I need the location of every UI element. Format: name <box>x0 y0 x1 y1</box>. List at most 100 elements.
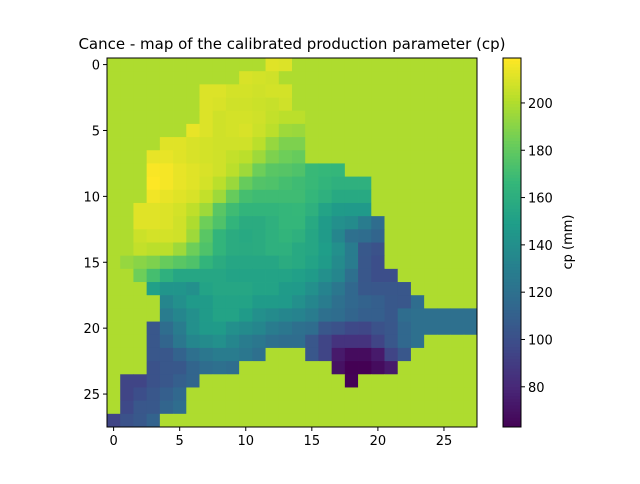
colorbar-segment <box>503 190 521 194</box>
heatmap-cell <box>146 361 161 375</box>
heatmap-cell <box>225 229 240 243</box>
heatmap-cell <box>133 308 148 322</box>
colorbar-segment <box>503 365 521 370</box>
heatmap-cell <box>199 334 214 349</box>
colorbar-segment <box>503 181 521 185</box>
colorbar-segment <box>503 353 521 357</box>
x-tick-label: 0 <box>109 434 117 449</box>
heatmap-cell <box>225 84 240 98</box>
colorbar-segment <box>503 307 521 311</box>
heatmap-cell <box>331 123 346 138</box>
colorbar-segment <box>503 131 521 136</box>
colorbar-segment <box>503 322 521 327</box>
heatmap-cell <box>305 229 319 243</box>
heatmap-cell <box>437 229 451 243</box>
heatmap-cell <box>252 202 266 217</box>
heatmap-cell <box>186 242 200 257</box>
heatmap-cell <box>107 71 121 85</box>
heatmap-cell <box>292 163 306 178</box>
heatmap-cell <box>318 163 333 178</box>
colorbar-segment <box>503 393 521 397</box>
heatmap-cell <box>410 308 425 322</box>
colorbar-segment <box>503 328 521 333</box>
heatmap-cell <box>292 150 306 164</box>
colorbar-segment <box>503 217 521 222</box>
heatmap-cell <box>305 400 319 415</box>
heatmap-cell <box>252 413 266 428</box>
heatmap-cell <box>371 400 385 415</box>
heatmap-cell <box>424 202 438 217</box>
heatmap-cell <box>186 71 200 85</box>
colorbar-segment <box>503 91 521 96</box>
heatmap-cell <box>463 255 478 270</box>
heatmap-cell <box>173 400 187 415</box>
colorbar-segment <box>503 368 521 373</box>
heatmap-cell <box>318 189 333 204</box>
heatmap-cell <box>225 150 240 164</box>
heatmap-cell <box>331 137 346 151</box>
heatmap-cell <box>107 150 121 164</box>
heatmap-cell <box>344 413 359 428</box>
colorbar-segment <box>503 141 521 145</box>
heatmap-cell <box>199 400 214 415</box>
heatmap-cell <box>305 347 319 362</box>
heatmap-cell <box>450 110 465 125</box>
heatmap-cell <box>120 242 134 257</box>
heatmap-cell <box>146 189 161 204</box>
heatmap-cell <box>397 400 412 415</box>
heatmap-cell <box>318 84 333 98</box>
heatmap-cell <box>397 242 412 257</box>
heatmap-cell <box>159 374 174 388</box>
heatmap-cell <box>410 255 425 270</box>
heatmap-cell <box>120 308 134 322</box>
colorbar-segment <box>503 144 521 148</box>
heatmap-cell <box>384 282 399 296</box>
heatmap-cell <box>252 137 266 151</box>
heatmap-cell <box>146 123 161 138</box>
heatmap-cell <box>199 216 214 230</box>
heatmap-cell <box>212 163 227 178</box>
heatmap-cell <box>358 361 372 375</box>
heatmap-cell <box>173 58 187 72</box>
heatmap-cell <box>384 97 399 112</box>
heatmap-cell <box>265 334 280 349</box>
heatmap-cell <box>331 97 346 112</box>
heatmap-cell <box>146 229 161 243</box>
colorbar-segment <box>503 116 521 120</box>
colorbar-segment <box>503 291 521 296</box>
heatmap-cell <box>120 229 134 243</box>
heatmap-cell <box>358 268 372 283</box>
heatmap-cell <box>344 374 359 388</box>
heatmap-cell <box>159 137 174 151</box>
heatmap-cell <box>463 84 478 98</box>
heatmap-cell <box>239 84 253 98</box>
colorbar-segment <box>503 110 521 114</box>
colorbar-segment <box>503 390 521 394</box>
y-axis: 0 5 10 15 20 25 <box>83 59 107 403</box>
heatmap-cell <box>397 295 412 309</box>
heatmap-cell <box>358 202 372 217</box>
heatmap-cell <box>371 163 385 178</box>
heatmap-cell <box>305 374 319 388</box>
colorbar-segment <box>503 125 521 130</box>
heatmap-cell <box>186 84 200 98</box>
heatmap-cell <box>358 123 372 138</box>
heatmap-cell <box>265 84 280 98</box>
heatmap-cell <box>107 216 121 230</box>
heatmap-cell <box>410 189 425 204</box>
heatmap-cell <box>410 137 425 151</box>
heatmap-cell <box>199 282 214 296</box>
heatmap-cell <box>199 229 214 243</box>
heatmap-cell <box>358 347 372 362</box>
heatmap-cell <box>437 176 451 191</box>
heatmap-cell <box>265 97 280 112</box>
heatmap-cell <box>159 163 174 178</box>
heatmap-cell <box>305 150 319 164</box>
heatmap-cell <box>225 308 240 322</box>
colorbar-segment <box>503 310 521 314</box>
heatmap-cell <box>318 387 333 402</box>
colorbar-segment <box>503 347 521 351</box>
heatmap-cell <box>331 202 346 217</box>
heatmap-cell <box>212 347 227 362</box>
